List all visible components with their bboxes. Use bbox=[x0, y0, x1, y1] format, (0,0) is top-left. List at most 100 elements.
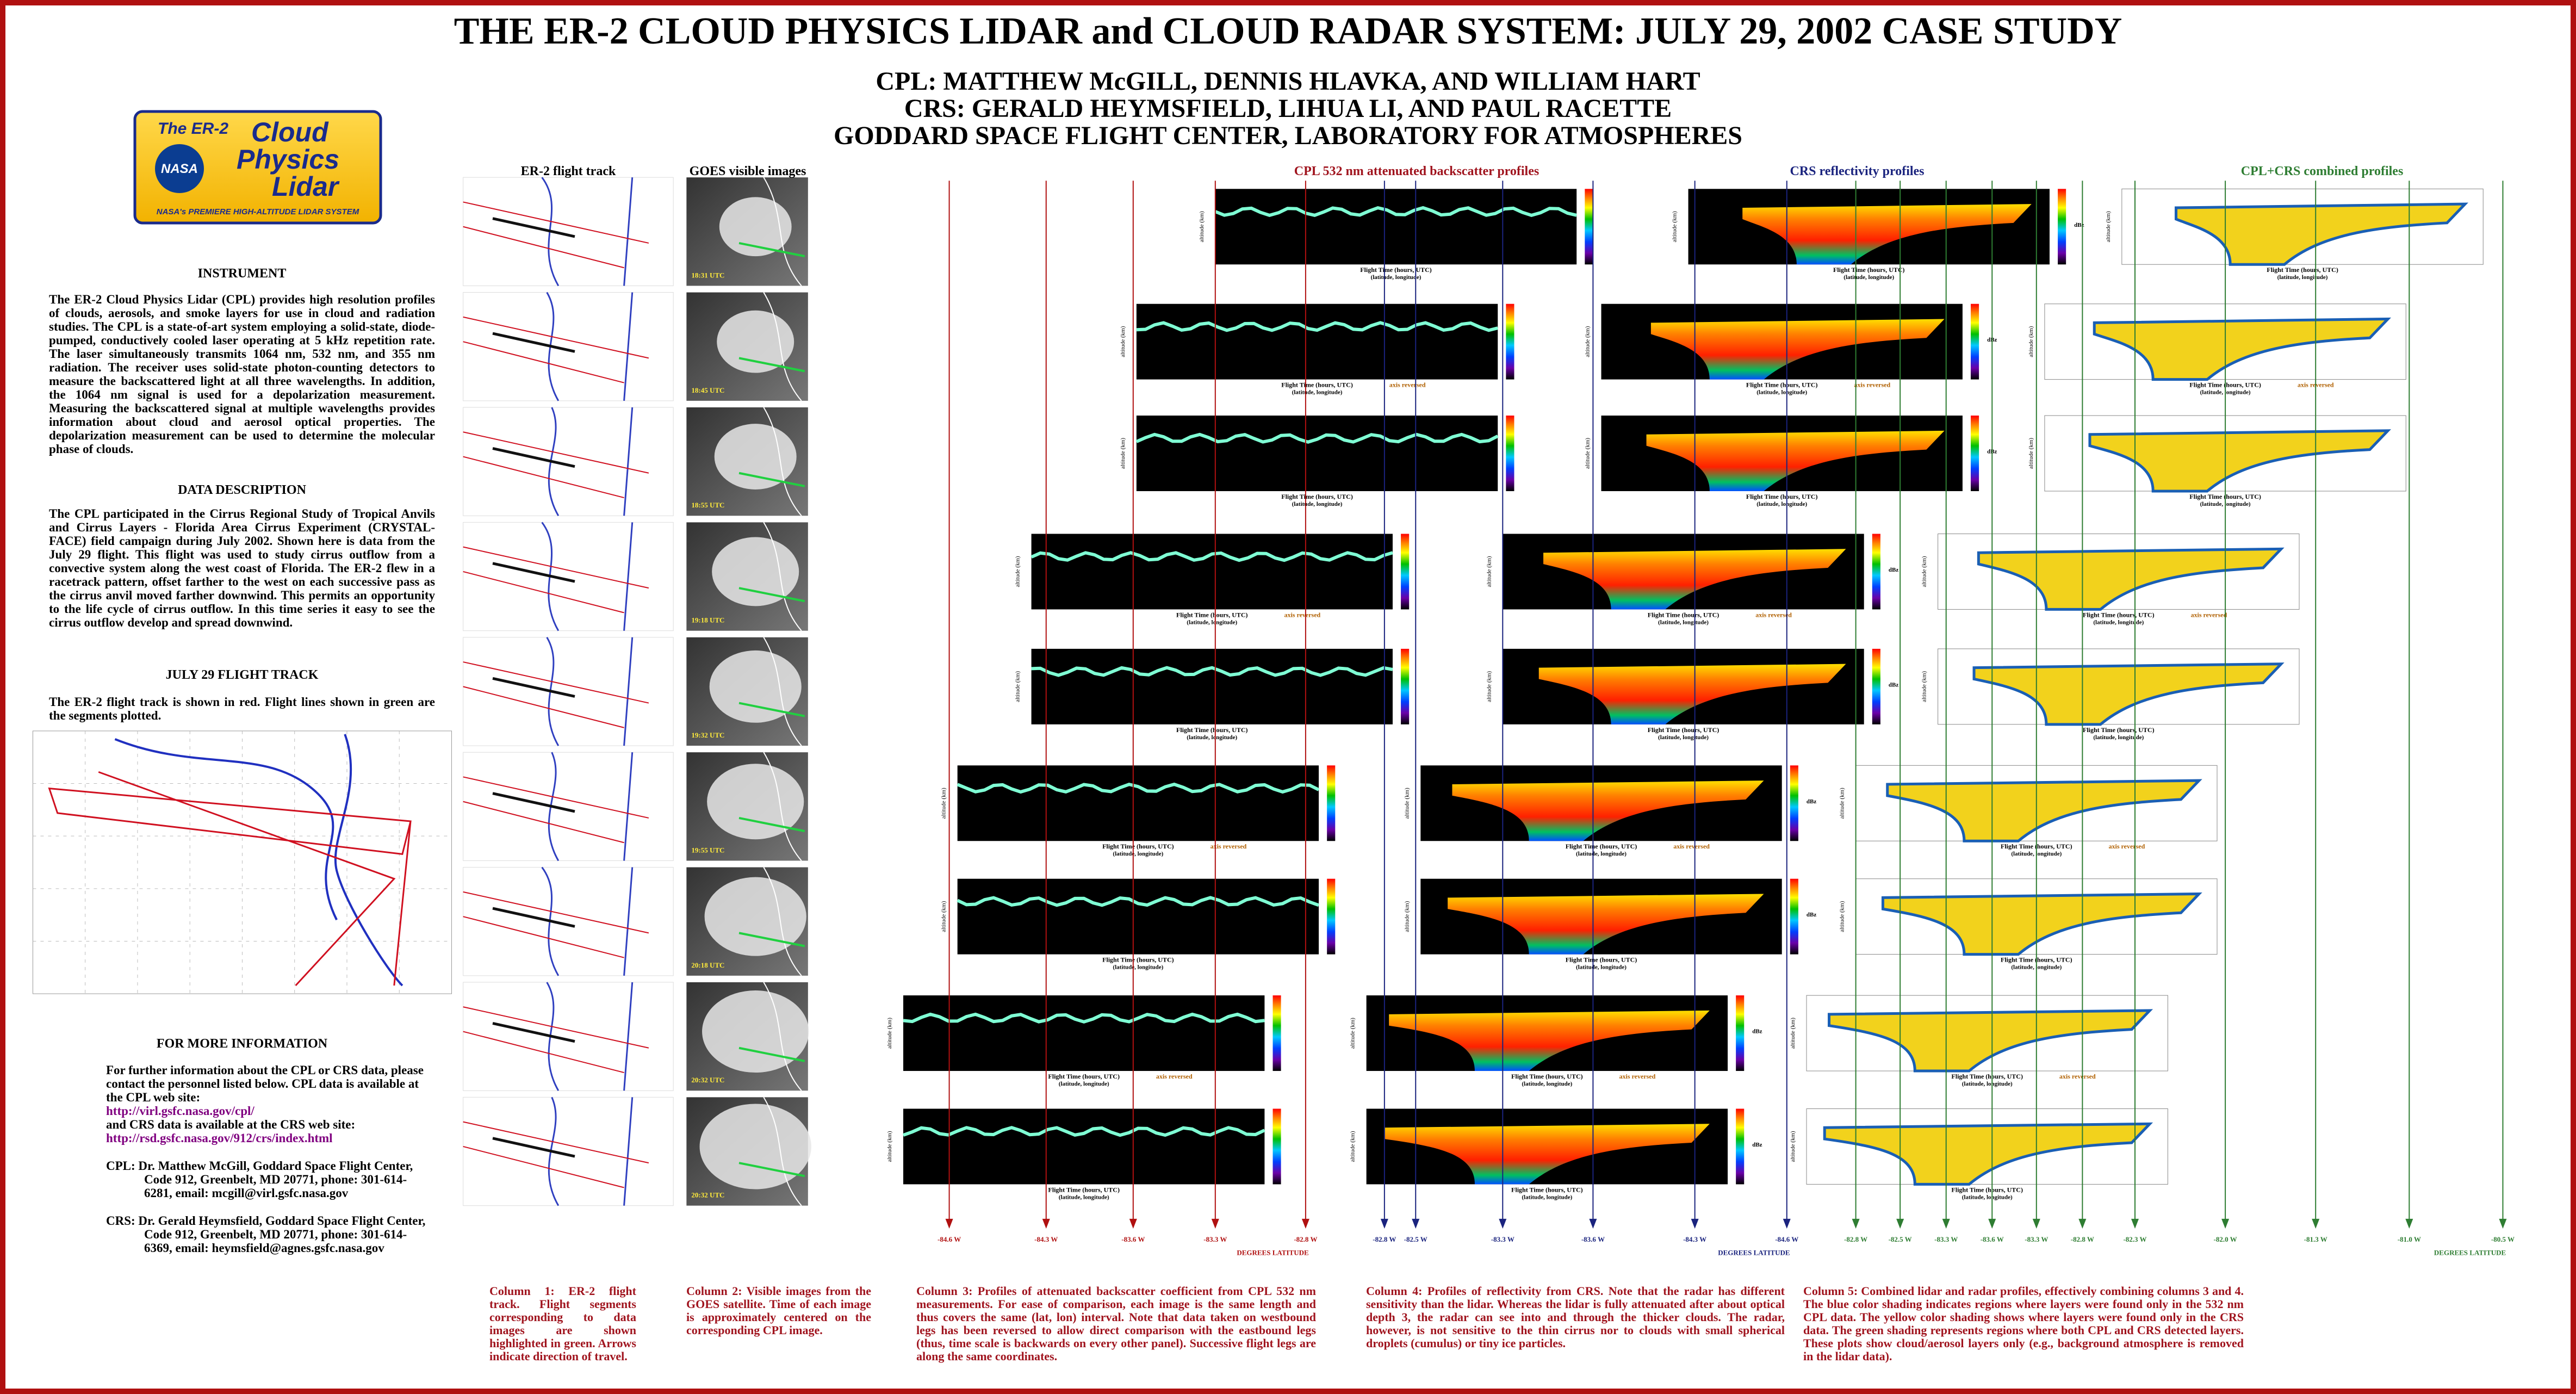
goes-cloud bbox=[714, 424, 797, 490]
label: axis reversed bbox=[1156, 1073, 1193, 1080]
axis-label: altitude (km) bbox=[1015, 671, 1021, 702]
track-thumbnail bbox=[463, 177, 674, 286]
track-coast bbox=[548, 1096, 634, 1206]
colorbar bbox=[1585, 189, 1593, 265]
label: (latitude, longitude) bbox=[2093, 619, 2144, 625]
cpl-layer bbox=[1214, 206, 1577, 218]
label: dBz bbox=[1752, 1029, 1762, 1035]
label: (latitude, longitude) bbox=[1292, 501, 1343, 507]
label: -84.6 W bbox=[938, 1235, 961, 1243]
label: -80.5 W bbox=[2491, 1235, 2515, 1243]
combined-layer bbox=[2088, 429, 2392, 493]
crs-link[interactable]: http://rsd.gsfc.nasa.gov/912/crs/index.h… bbox=[106, 1131, 333, 1145]
column-header: CPL+CRS combined profiles bbox=[2240, 164, 2404, 178]
logo-top: The ER-2 bbox=[158, 120, 228, 138]
goes-segment bbox=[738, 357, 805, 373]
more-info-intro: For further information about the CPL or… bbox=[106, 1063, 424, 1104]
logo-name: Cloud bbox=[251, 117, 329, 147]
label: dBz bbox=[1889, 681, 1898, 688]
label: -81.0 W bbox=[2398, 1235, 2421, 1243]
label: Flight Time (hours, UTC) bbox=[2083, 611, 2155, 618]
label: dBz bbox=[1752, 1142, 1762, 1148]
arrow bbox=[1042, 1218, 1050, 1229]
track-coast bbox=[541, 522, 634, 631]
arrow bbox=[1589, 1218, 1597, 1229]
caption: Column 4: Profiles of reflectivity from … bbox=[1366, 1284, 1785, 1350]
axis-label: altitude (km) bbox=[2028, 438, 2034, 469]
colorbar bbox=[1790, 878, 1798, 955]
cpl-link[interactable]: http://virl.gsfc.nasa.gov/cpl/ bbox=[106, 1104, 255, 1118]
axis-label: altitude (km) bbox=[1790, 1018, 1796, 1049]
section-heading: FOR MORE INFORMATION bbox=[156, 1037, 328, 1051]
label: (latitude, longitude) bbox=[1658, 619, 1709, 625]
axis-label: altitude (km) bbox=[2028, 326, 2034, 357]
caption: Column 3: Profiles of attenuated backsca… bbox=[916, 1284, 1316, 1363]
track-thumbnail bbox=[463, 522, 674, 631]
coastline bbox=[114, 734, 404, 987]
label: axis reversed bbox=[2109, 842, 2145, 850]
arrow bbox=[1211, 1218, 1219, 1229]
track-lines bbox=[463, 1006, 649, 1074]
colorbar bbox=[1971, 303, 1979, 380]
goes-cloud bbox=[702, 990, 809, 1073]
label: -83.6 W bbox=[1581, 1235, 1605, 1243]
column-header: ER-2 flight track bbox=[520, 164, 616, 178]
track-thumbnail bbox=[463, 752, 674, 861]
label: Flight Time (hours, UTC) bbox=[1176, 611, 1248, 618]
label: Flight Time (hours, UTC) bbox=[1833, 266, 1905, 274]
title: THE ER-2 CLOUD PHYSICS LIDAR and CLOUD R… bbox=[454, 10, 2122, 52]
label: 20:18 UTC bbox=[691, 961, 724, 969]
cpl-panel bbox=[1215, 189, 1577, 265]
arrow bbox=[1852, 1218, 1860, 1229]
arrow bbox=[1301, 1218, 1309, 1229]
label: dBz bbox=[1807, 798, 1816, 805]
section-body: The CPL participated in the Cirrus Regio… bbox=[49, 507, 435, 629]
goes-segment bbox=[738, 816, 805, 833]
colorbar bbox=[1327, 765, 1336, 841]
label: (latitude, longitude) bbox=[1292, 389, 1343, 396]
label: (latitude, longitude) bbox=[1187, 619, 1237, 625]
arrow bbox=[2032, 1218, 2040, 1229]
arrow bbox=[1412, 1218, 1420, 1229]
track-coast bbox=[546, 636, 634, 746]
logo: NASA The ER-2 Cloud Physics Lidar NASA's… bbox=[133, 110, 382, 225]
label: -83.3 W bbox=[1934, 1235, 1958, 1243]
label: dBz bbox=[1807, 912, 1816, 918]
goes-cloud bbox=[707, 764, 804, 840]
goes-coast bbox=[763, 1096, 802, 1206]
axis-label: altitude (km) bbox=[1404, 901, 1410, 932]
track-lines bbox=[463, 776, 649, 844]
flight-track bbox=[48, 771, 412, 987]
cpl-panel bbox=[1136, 303, 1498, 380]
track-lines bbox=[463, 661, 649, 728]
logo-agency: NASA bbox=[161, 162, 198, 176]
track-lines bbox=[463, 1121, 649, 1188]
axis-label: altitude (km) bbox=[1350, 1018, 1356, 1049]
label: axis reversed bbox=[1389, 381, 1426, 389]
section-heading: INSTRUMENT bbox=[197, 267, 287, 281]
goes-cloud bbox=[717, 310, 794, 373]
label: (latitude, longitude) bbox=[1059, 1081, 1109, 1087]
label: (latitude, longitude) bbox=[1371, 274, 1422, 281]
caption: Column 2: Visible images from the GOES s… bbox=[686, 1284, 871, 1337]
section-heading: JULY 29 FLIGHT TRACK bbox=[165, 668, 319, 682]
label: DEGREES LATITUDE bbox=[1718, 1248, 1790, 1256]
combined-layer bbox=[1977, 547, 2285, 611]
author-line: CPL: MATTHEW McGILL, DENNIS HLAVKA, AND … bbox=[876, 67, 1700, 96]
label: 19:32 UTC bbox=[691, 731, 724, 739]
colorbar bbox=[1327, 878, 1336, 955]
arrow bbox=[2499, 1218, 2507, 1229]
track-segment bbox=[492, 1137, 575, 1158]
label: -84.3 W bbox=[1034, 1235, 1058, 1243]
track-segment bbox=[492, 332, 575, 353]
crs-echo bbox=[1742, 204, 2032, 265]
colorbar bbox=[1872, 534, 1880, 610]
label: Flight Time (hours, UTC) bbox=[1648, 611, 1720, 618]
axis-label: altitude (km) bbox=[1839, 901, 1846, 932]
track-coast bbox=[541, 866, 634, 976]
label: Flight Time (hours, UTC) bbox=[1566, 956, 1637, 964]
label: Flight Time (hours, UTC) bbox=[1746, 493, 1818, 500]
track-thumbnail bbox=[463, 407, 674, 516]
